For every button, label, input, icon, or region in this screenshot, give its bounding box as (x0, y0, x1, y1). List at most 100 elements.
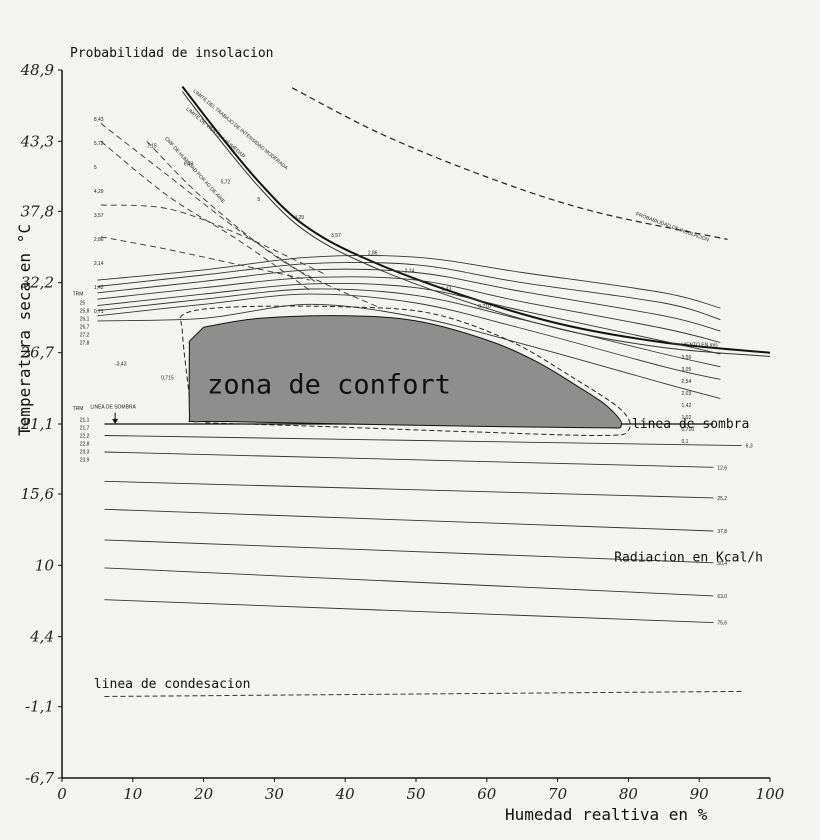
wind-speed-value: 2,03 (682, 391, 692, 397)
curves-layer: 6,3 12,6 25,2 37,8 50,4 63,0 75,6 (97, 85, 771, 697)
x-tick-label: 60 (477, 785, 497, 803)
x-tick-label: 80 (619, 785, 639, 803)
trm-bottom-label: TRM (73, 406, 84, 412)
water-content-line (146, 140, 381, 309)
water-left-value: 3,57 (94, 213, 104, 219)
shade-line-label: linea de sombra (632, 417, 749, 432)
water-diag-value: 2,86 (368, 251, 378, 257)
x-tick-label: 20 (193, 785, 214, 803)
x-tick-label: 90 (690, 785, 710, 803)
wind-speed-line (97, 254, 721, 309)
wind-speed-line (97, 276, 721, 343)
water-content-line (100, 204, 325, 275)
trm-top-label: TRM (73, 291, 84, 297)
shade-line-small-label: LINEA DE SOMBRA (90, 405, 136, 411)
y-tick-label: 48,9 (20, 61, 55, 79)
radiation-label: Radiacion en Kcal/h (614, 551, 763, 566)
water-left-value: 2,14 (94, 261, 104, 267)
x-tick-label: 70 (548, 785, 568, 803)
wind-speed-line (97, 303, 721, 399)
x-tick-label: 100 (756, 785, 785, 803)
trm-top-value: 27,2 (80, 332, 90, 338)
x-tick-label: 50 (406, 785, 426, 803)
water-diag-value: 7,15 (147, 144, 157, 150)
water-diag-value: 3,57 (331, 233, 341, 239)
trm-bottom-value: 21,1 (80, 417, 90, 423)
radiation-line-label: 12,6 (717, 465, 727, 471)
wind-limit-curve (182, 91, 771, 357)
shade-line-arrowhead (112, 418, 119, 424)
radiation-line-label: 63,0 (717, 594, 727, 600)
radiation-line (104, 508, 714, 532)
water-diag-value: 2,14 (405, 268, 415, 274)
y-tick-label: 15,6 (21, 485, 55, 503)
x-tick-label: 30 (265, 785, 285, 803)
wind-speed-line (97, 261, 721, 321)
radiation-line (104, 567, 714, 597)
trm-bottom-value: 21,7 (80, 425, 90, 431)
radiation-line (104, 451, 714, 468)
comfort-zone-label: zona de confort (207, 369, 451, 400)
wind-speed-value: 3,56 (682, 355, 692, 361)
comfort-zone-outline (179, 305, 631, 437)
radiation-line-label: 6,3 (746, 444, 753, 450)
x-tick-label: 10 (123, 785, 143, 803)
wind-speed-line (97, 293, 721, 380)
water-left-value: 1,42 (94, 285, 104, 291)
radiation-line-label: 75,6 (717, 621, 727, 627)
water-left-value: 0,71 (94, 309, 104, 315)
work-limit-curve (181, 85, 771, 354)
y-tick-label: 21,1 (20, 415, 54, 433)
water-diag-value: 5 (257, 197, 260, 203)
condensation-line (104, 690, 742, 697)
x-tick-label: 40 (335, 785, 356, 803)
radiation-line-label: 37,8 (717, 529, 727, 535)
water-left-value: 5 (94, 165, 97, 171)
wind-speed-value: 2,54 (682, 379, 692, 385)
water-diag-value: 0,710 (478, 304, 491, 310)
y-axis-label: Temperatura seca en °C (15, 224, 34, 436)
y-tick-label: 10 (35, 556, 55, 574)
trm-bottom-value: 22,2 (80, 433, 90, 439)
water-diag-value: 4,29 (294, 215, 304, 221)
condensation-label: linea de condesacion (94, 677, 251, 692)
wind-speed-line (97, 268, 721, 332)
trm-top-value: 26,1 (80, 316, 90, 322)
wind-speed-line (97, 288, 721, 368)
zone-bottom-value: 0,715 (161, 375, 174, 381)
water-left-value: 8,43 (94, 117, 104, 123)
water-diag-value: 5,72 (221, 179, 231, 185)
water-content-line (100, 236, 310, 281)
radiation-line-label: 50,4 (717, 561, 727, 567)
x-tick-label: 0 (57, 785, 67, 803)
radiation-line-label: 25,2 (717, 496, 727, 502)
wind-speed-line (97, 282, 721, 355)
zone-bottom-value: -3,43 (115, 361, 127, 367)
y-tick-label: 26,7 (20, 344, 55, 362)
wind-speed-value: 0,710 (682, 427, 695, 433)
trm-top-value: 25 (80, 300, 86, 306)
trm-top-value: 27,8 (80, 340, 90, 346)
trm-bottom-value: 23,9 (80, 457, 90, 463)
wind-speed-value: 1,42 (682, 403, 692, 409)
water-left-value: 2,86 (94, 237, 104, 243)
wind-speed-value: 3,05 (682, 367, 692, 373)
wind-unit-label: VIENTO EN m/s (682, 342, 719, 348)
radiation-line (104, 435, 742, 447)
y-tick-label: 37,8 (21, 202, 54, 220)
water-diag-value: 6,43 (184, 162, 194, 168)
trm-top-value: 25,8 (80, 308, 90, 314)
y-tick-label: 4,4 (29, 628, 54, 646)
trm-bottom-value: 23,3 (80, 449, 90, 455)
chart-title: Probabilidad de insolacion (70, 46, 274, 61)
comfort-zone (188, 315, 623, 429)
insolation-curve (291, 87, 728, 240)
x-axis-label: Humedad realtiva en % (505, 805, 708, 824)
water-diag-value: 1,43 (441, 286, 451, 292)
wind-speed-value: 0,1 (682, 439, 689, 445)
wind-speed-value: 1,02 (682, 415, 692, 421)
y-tick-label: 32,2 (21, 274, 54, 292)
water-left-value: 4,29 (94, 189, 104, 195)
radiation-line (104, 480, 714, 499)
